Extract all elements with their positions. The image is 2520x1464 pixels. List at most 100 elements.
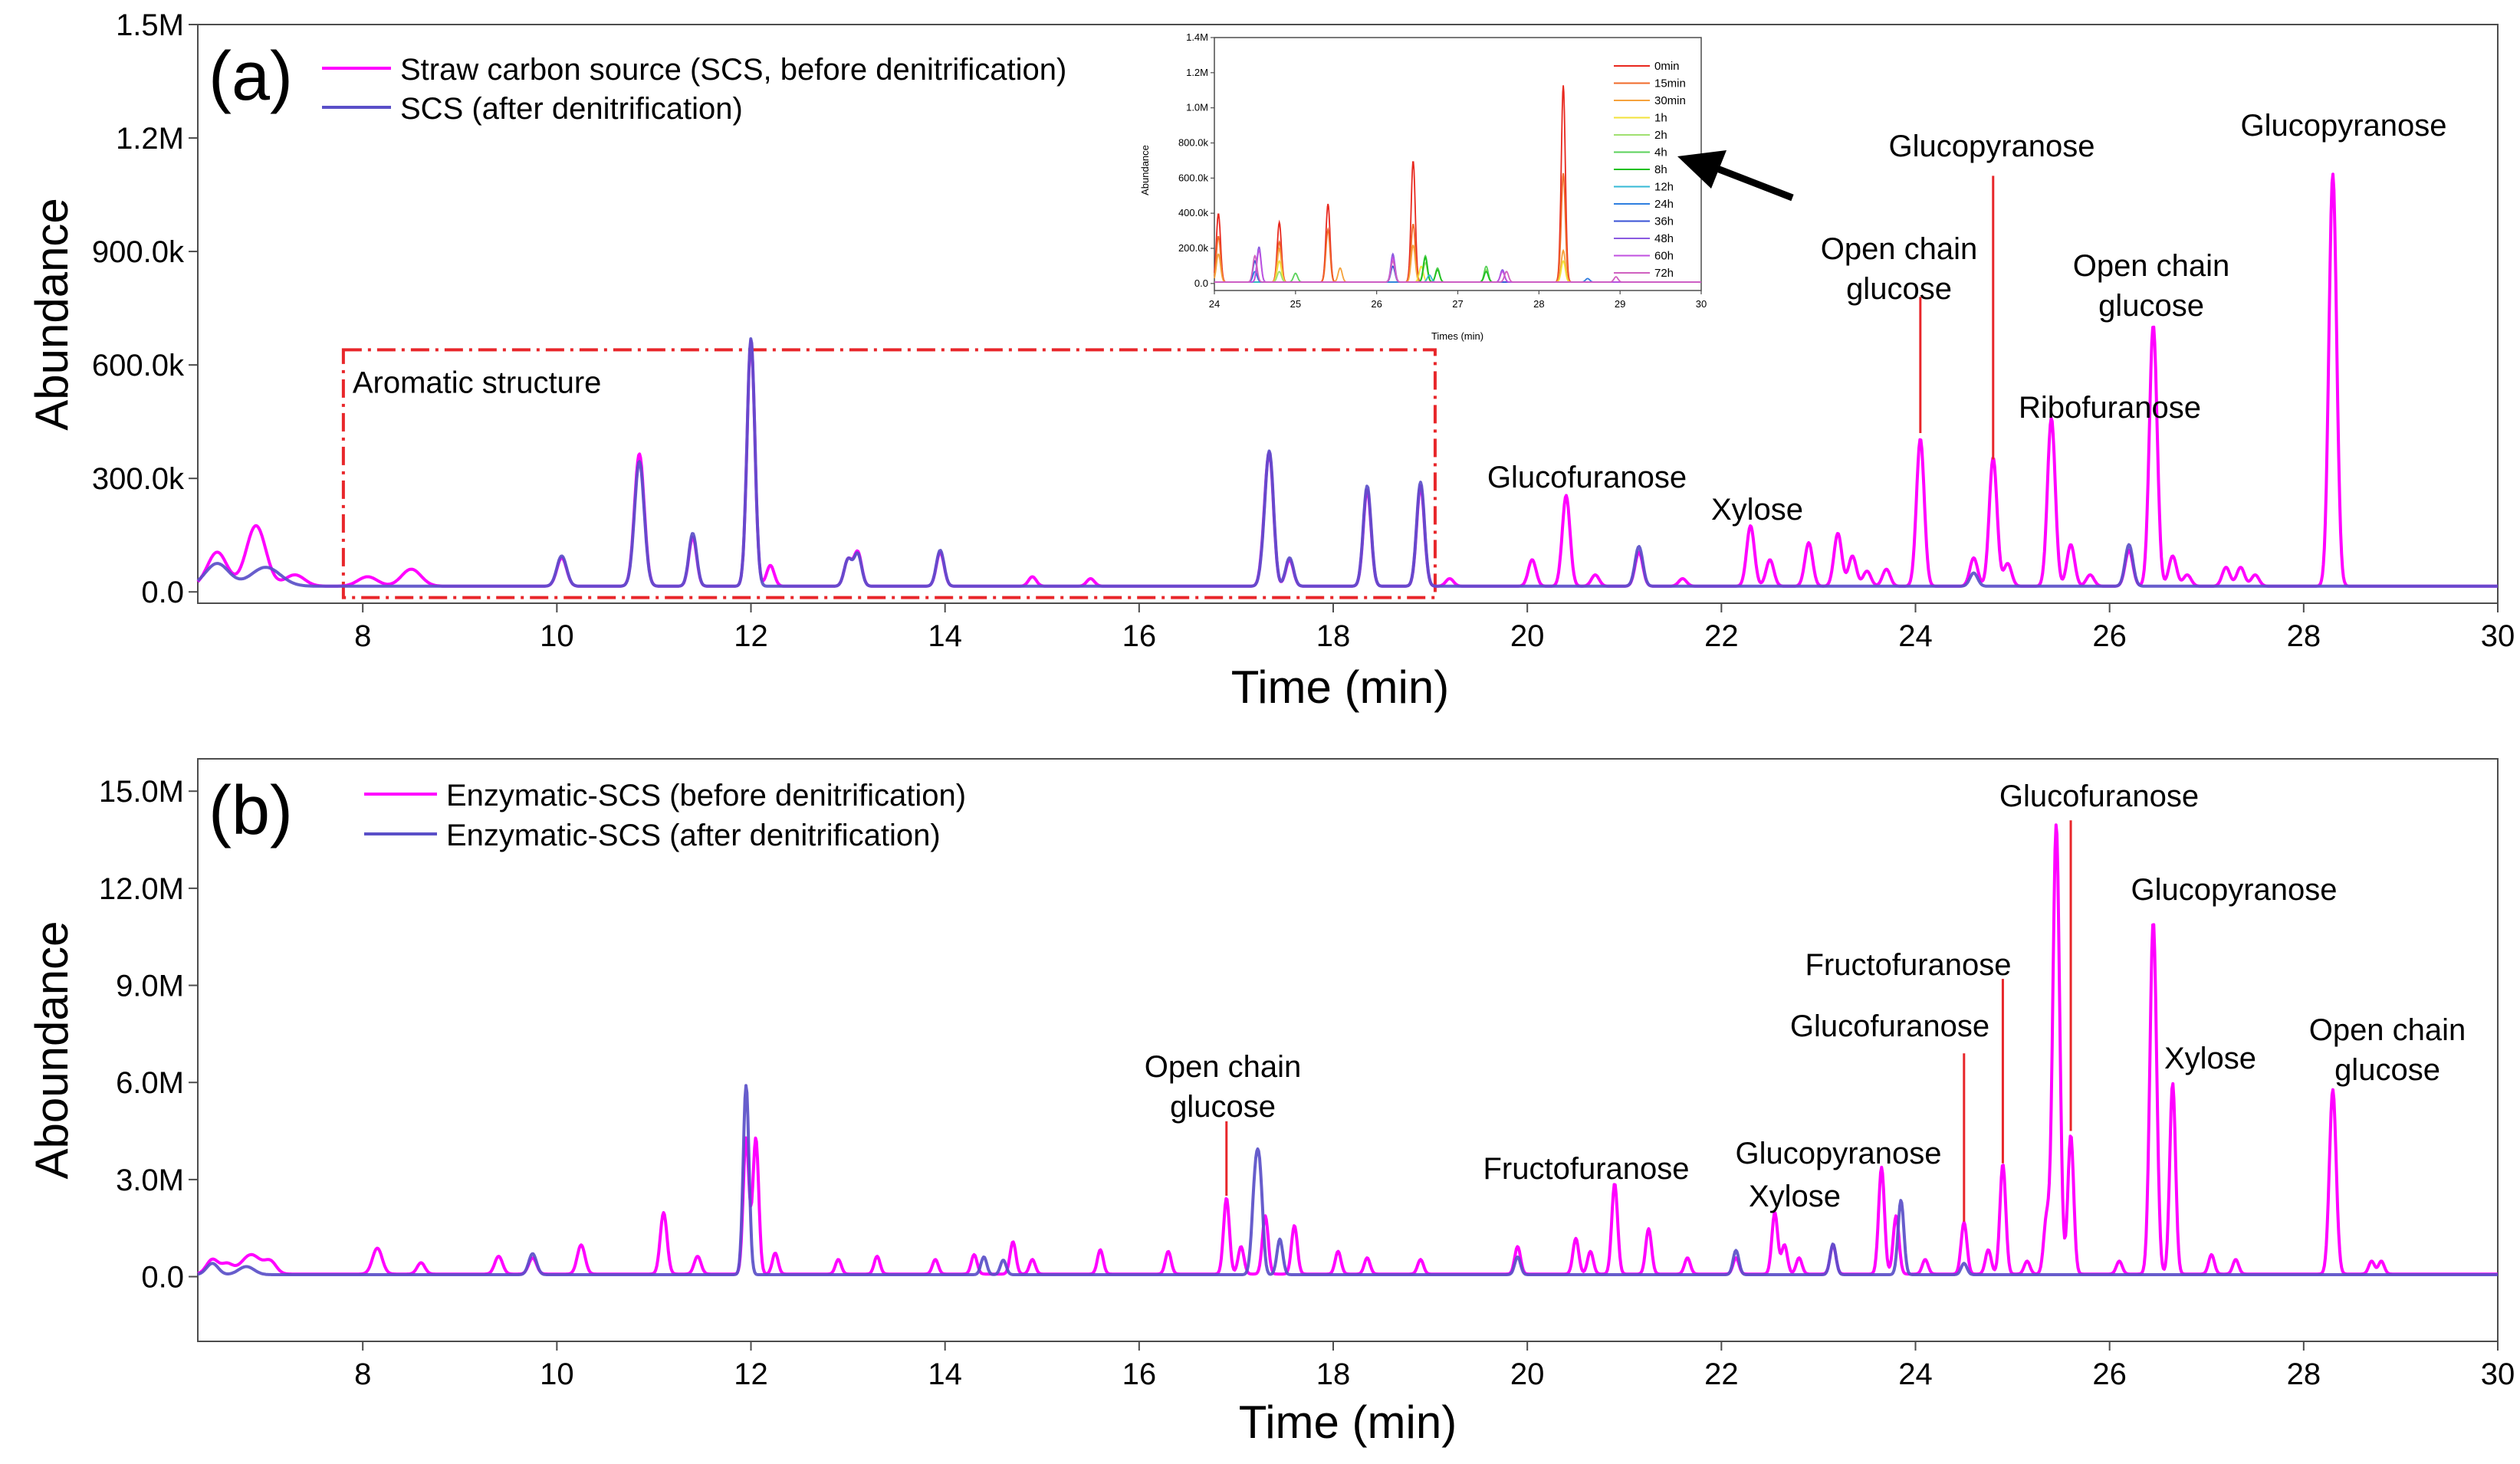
ytick-label-a-1: 300.0k	[92, 462, 185, 496]
ytick-label-a-4: 1.2M	[116, 122, 184, 156]
xtick-label-b-5: 18	[1316, 1357, 1351, 1391]
annotation-label-a-3: Glucopyranose	[1888, 130, 2095, 163]
inset-xtick-label-6: 30	[1696, 298, 1707, 310]
inset-legend-label-4: 2h	[1654, 129, 1667, 142]
xtick-label-b-11: 30	[2481, 1357, 2515, 1391]
inset-legend-label-0: 0min	[1654, 60, 1680, 73]
annotation-label2-b-0: glucose	[1170, 1090, 1276, 1124]
inset-legend-label-2: 30min	[1654, 94, 1686, 107]
inset-series	[1214, 85, 1701, 283]
ytick-label-b-1: 3.0M	[116, 1164, 184, 1197]
series-line-b-1	[197, 1084, 2499, 1276]
xtick-label-b-6: 20	[1510, 1357, 1545, 1391]
inset-legend: 0min 15min 30min 1h 2h 4h 8h 12h 24h 36h 48h 60h 72h	[1614, 60, 1686, 280]
annotation-label-b-3: Glucopyranose	[1735, 1137, 1941, 1170]
inset-ytick-label-0: 0.0	[1194, 277, 1208, 289]
annotation-label2-a-5: glucose	[2098, 289, 2204, 323]
inset-xticks: 24 25 26 27 28 29 30	[1209, 291, 1707, 310]
annotation-label-b-1: Fructofuranose	[1483, 1152, 1689, 1186]
panel-a: 0.0 300.0k 600.0k 900.0k 1.2M 1.5M 8 10 12 14 16 1…	[26, 8, 2515, 713]
xtick-label-a-8: 24	[1898, 619, 1933, 653]
inset-frame	[1214, 37, 1702, 291]
xtick-label-a-5: 18	[1316, 619, 1351, 653]
annotation-label-b-5: Fructofuranose	[1805, 948, 2011, 982]
panel-b-series	[197, 823, 2499, 1276]
annotation-label-a-1: Xylose	[1711, 493, 1803, 527]
inset-series-line-12	[1214, 254, 1701, 283]
annotation-label-b-8: Xylose	[2164, 1042, 2256, 1075]
annotation-label-a-2: Open chain	[1821, 232, 1978, 266]
panel-b-label: (b)	[209, 773, 293, 849]
xtick-label-a-6: 20	[1510, 619, 1545, 653]
legend-label-b-0: Enzymatic-SCS (before denitrification)	[446, 779, 966, 812]
panel-b-frame	[197, 758, 2499, 1342]
annotation-label-a-6: Glucopyranose	[2240, 109, 2446, 143]
panel-b-xlabel: Time (min)	[1239, 1397, 1457, 1448]
xtick-label-b-1: 10	[540, 1357, 574, 1391]
inset-xlabel: Times (min)	[1431, 330, 1483, 342]
ytick-label-a-3: 900.0k	[92, 235, 185, 269]
xtick-label-a-10: 28	[2287, 619, 2321, 653]
aromatic-region-box	[341, 348, 1437, 599]
panel-a-ylabel: Abundance	[26, 198, 77, 431]
xtick-label-a-1: 10	[540, 619, 574, 653]
xtick-label-a-4: 16	[1122, 619, 1157, 653]
legend-label-a-1: SCS (after denitrification)	[400, 92, 743, 126]
inset-ytick-label-5: 1.0M	[1186, 102, 1208, 113]
panel-b-yticks: 0.0 3.0M 6.0M 9.0M 12.0M 15.0M	[99, 775, 198, 1295]
xtick-label-b-2: 12	[734, 1357, 768, 1391]
ytick-label-b-2: 6.0M	[116, 1066, 184, 1100]
xtick-label-a-7: 22	[1704, 619, 1739, 653]
ytick-label-b-5: 15.0M	[99, 775, 184, 809]
panel-b: 0.0 3.0M 6.0M 9.0M 12.0M 15.0M 8 10 12 14 16 18 20 2…	[26, 758, 2515, 1448]
xtick-label-a-0: 8	[354, 619, 371, 653]
xtick-label-b-0: 8	[354, 1357, 371, 1391]
inset-ytick-label-2: 400.0k	[1178, 207, 1209, 218]
panel-a-frame	[197, 24, 2499, 604]
inset-legend-label-1: 15min	[1654, 77, 1686, 90]
inset-ytick-label-4: 800.0k	[1178, 137, 1209, 149]
inset-ytick-label-6: 1.2M	[1186, 67, 1208, 78]
inset-legend-label-6: 8h	[1654, 163, 1667, 176]
annotation-label2-b-9: glucose	[2334, 1053, 2440, 1087]
panel-b-legend: Enzymatic-SCS (before denitrification) E…	[364, 779, 966, 852]
inset-ytick-label-3: 600.0k	[1178, 172, 1209, 183]
xtick-label-b-10: 28	[2287, 1357, 2321, 1391]
panel-a-series	[196, 172, 2499, 588]
annotation-label-b-4: Glucofuranose	[1790, 1009, 1989, 1043]
panel-b-annotations: Open chain glucose Fructofuranose Xylose Glu…	[1145, 780, 2466, 1222]
inset-xtick-label-4: 28	[1533, 298, 1544, 310]
xtick-label-a-9: 26	[2092, 619, 2127, 653]
xtick-label-b-8: 24	[1898, 1357, 1933, 1391]
xtick-label-a-11: 30	[2481, 619, 2515, 653]
panel-a-xlabel: Time (min)	[1231, 661, 1449, 713]
xtick-label-a-2: 12	[734, 619, 768, 653]
annotation-label-b-0: Open chain	[1145, 1050, 1302, 1084]
panel-a-region: Aromatic structure	[341, 348, 1437, 599]
ytick-label-a-2: 600.0k	[92, 349, 185, 382]
inset-legend-label-9: 36h	[1654, 215, 1674, 228]
ytick-label-b-0: 0.0	[141, 1261, 184, 1295]
annotation-label-b-7: Glucopyranose	[2131, 873, 2337, 907]
arrow-to-inset	[1677, 150, 1794, 202]
inset-legend-label-5: 4h	[1654, 146, 1667, 159]
inset-legend-label-12: 72h	[1654, 267, 1674, 280]
annotation-label-a-0: Glucofuranose	[1487, 461, 1687, 494]
inset-legend-label-3: 1h	[1654, 112, 1667, 125]
annotation-label-a-5: Open chain	[2073, 249, 2230, 283]
annotation-label-a-4: Ribofuranose	[2019, 391, 2201, 425]
ytick-label-a-5: 1.5M	[116, 8, 184, 42]
panel-b-ylabel: Aboundance	[26, 921, 77, 1180]
inset-ytick-label-7: 1.4M	[1186, 31, 1208, 43]
annotation-label-b-2: Xylose	[1749, 1180, 1841, 1213]
inset-legend-label-8: 24h	[1654, 198, 1674, 211]
panel-a-xticks: 8 10 12 14 16 18 20 22 24 26 28 30	[354, 603, 2515, 653]
panel-a-label: (a)	[209, 38, 293, 115]
annotation-label2-a-2: glucose	[1846, 272, 1952, 306]
xtick-label-b-9: 26	[2092, 1357, 2127, 1391]
inset-chart: 0.0200.0k400.0k600.0k800.0k1.0M1.2M1.4M …	[1139, 31, 1707, 342]
ytick-label-a-0: 0.0	[141, 576, 184, 609]
xtick-label-b-4: 16	[1122, 1357, 1157, 1391]
inset-ylabel: Abundance	[1139, 145, 1151, 195]
